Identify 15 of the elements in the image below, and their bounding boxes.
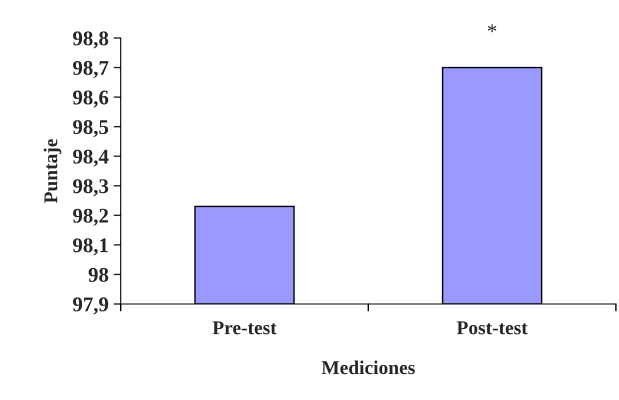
x-tick-label: Post-test xyxy=(456,321,528,334)
annotation: * xyxy=(488,24,496,32)
y-tick-label: 98,3 xyxy=(73,179,108,196)
y-tick-label: 98,2 xyxy=(73,208,108,226)
x-tick-label: Pre-test xyxy=(212,321,277,334)
x-axis-title: Mediciones xyxy=(322,360,415,374)
y-tick-label: 98,8 xyxy=(73,31,108,48)
y-tick-label: 97,9 xyxy=(73,297,108,314)
y-tick-label: 98 xyxy=(88,268,108,282)
y-tick-label: 98,6 xyxy=(73,90,108,108)
y-axis-title: Puntaje xyxy=(44,139,62,204)
y-tick-label: 98,7 xyxy=(73,60,108,78)
y-tick-label: 98,4 xyxy=(73,150,109,167)
y-tick-label: 98,1 xyxy=(73,238,108,256)
y-tick-label: 98,5 xyxy=(73,120,108,138)
